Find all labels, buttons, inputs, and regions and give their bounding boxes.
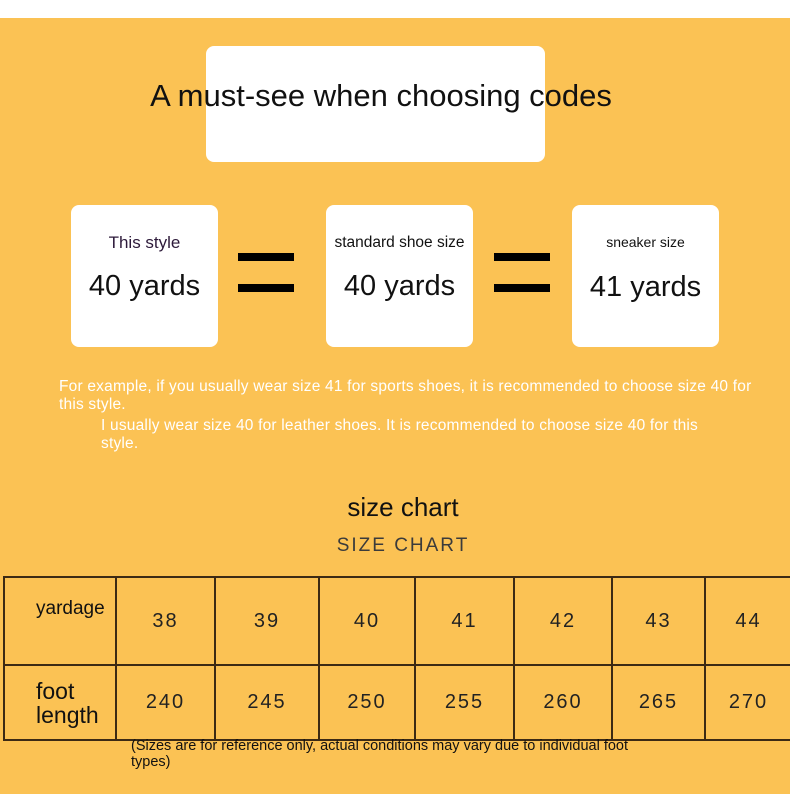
table-cell: 255	[414, 664, 515, 741]
page-title: A must-see when choosing codes	[150, 78, 612, 113]
table-cell: 240	[115, 664, 216, 741]
equals-sign-icon	[494, 253, 550, 300]
sizing-note-sports-shoes: For example, if you usually wear size 41…	[59, 378, 752, 413]
table-cell: 260	[513, 664, 613, 741]
standard-shoe-size-card: standard shoe size 40 yards	[326, 205, 473, 347]
size-table: yardage 38 39 40 41 42 43 44 foot length…	[3, 576, 790, 741]
table-cell: 44	[704, 576, 790, 666]
table-cell: 39	[214, 576, 320, 666]
table-cell: 42	[513, 576, 613, 666]
table-row-yardage: yardage 38 39 40 41 42 43 44	[3, 576, 790, 666]
this-style-card: This style 40 yards	[71, 205, 218, 347]
card-value: 40 yards	[343, 270, 456, 302]
card-label: standard shoe size	[334, 234, 465, 251]
table-cell: 43	[611, 576, 706, 666]
equals-sign-icon	[238, 253, 294, 300]
sizing-note-leather-shoes: I usually wear size 40 for leather shoes…	[101, 417, 699, 452]
size-chart-subtitle: SIZE CHART	[336, 535, 470, 556]
card-value: 41 yards	[589, 271, 702, 303]
row-header-yardage: yardage	[3, 576, 117, 666]
card-label: This style	[108, 233, 181, 252]
row-header-foot-length: foot length	[3, 664, 117, 741]
table-cell: 245	[214, 664, 320, 741]
sneaker-size-card: sneaker size 41 yards	[572, 205, 719, 347]
table-cell: 38	[115, 576, 216, 666]
table-row-foot-length: foot length 240 245 250 255 260 265 270	[3, 664, 790, 741]
card-label: sneaker size	[606, 234, 685, 250]
table-cell: 265	[611, 664, 706, 741]
title-card	[206, 46, 545, 162]
table-cell: 40	[318, 576, 416, 666]
table-cell: 270	[704, 664, 790, 741]
size-chart-title: size chart	[347, 492, 459, 522]
card-value: 40 yards	[88, 270, 201, 302]
table-cell: 250	[318, 664, 416, 741]
table-cell: 41	[414, 576, 515, 666]
disclaimer-footnote: (Sizes are for reference only, actual co…	[131, 738, 629, 770]
